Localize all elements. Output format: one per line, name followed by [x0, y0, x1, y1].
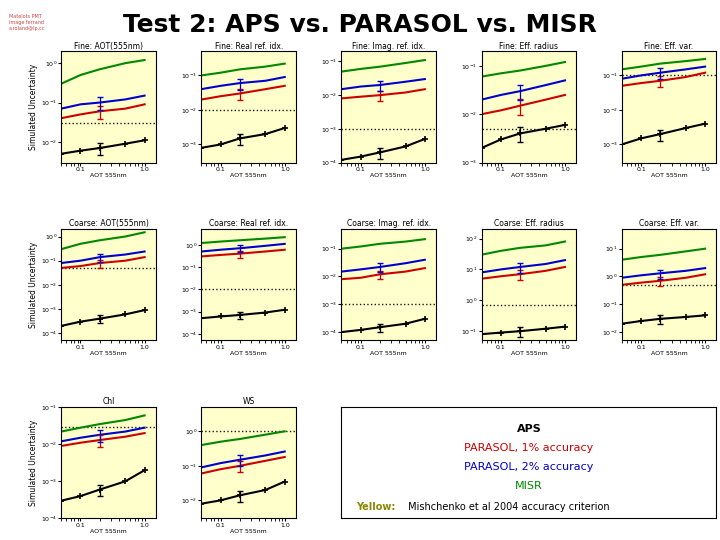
Title: Fine: Eff. var.: Fine: Eff. var.	[644, 42, 693, 51]
Text: Matelots PMT
image ferrand
a.roland@lp.cc: Matelots PMT image ferrand a.roland@lp.c…	[9, 14, 45, 31]
Title: Fine: Real ref. idx.: Fine: Real ref. idx.	[215, 42, 283, 51]
X-axis label: AOT 555nm: AOT 555nm	[651, 173, 688, 178]
Text: Mishchenko et al 2004 accuracy criterion: Mishchenko et al 2004 accuracy criterion	[405, 502, 610, 512]
X-axis label: AOT 555nm: AOT 555nm	[370, 351, 408, 356]
Text: PARASOL, 2% accuracy: PARASOL, 2% accuracy	[464, 462, 593, 472]
Text: Test 2: APS vs. PARASOL vs. MISR: Test 2: APS vs. PARASOL vs. MISR	[123, 14, 597, 37]
X-axis label: AOT 555nm: AOT 555nm	[370, 173, 408, 178]
Title: Fine: AOT(555nm): Fine: AOT(555nm)	[74, 42, 143, 51]
Title: Chl: Chl	[102, 397, 114, 407]
X-axis label: AOT 555nm: AOT 555nm	[510, 351, 547, 356]
X-axis label: AOT 555nm: AOT 555nm	[651, 351, 688, 356]
Title: Coarse: Eff. radius: Coarse: Eff. radius	[494, 219, 564, 228]
X-axis label: AOT 555nm: AOT 555nm	[230, 529, 267, 534]
Text: Yellow:: Yellow:	[356, 502, 396, 512]
Title: Coarse: Eff. var.: Coarse: Eff. var.	[639, 219, 699, 228]
Y-axis label: Simulated Uncertainty: Simulated Uncertainty	[30, 64, 38, 150]
Title: Coarse: Real ref. idx.: Coarse: Real ref. idx.	[209, 219, 288, 228]
Y-axis label: Simulated Uncertainty: Simulated Uncertainty	[29, 420, 38, 506]
Text: PARASOL, 1% accuracy: PARASOL, 1% accuracy	[464, 443, 593, 454]
Text: APS: APS	[516, 424, 541, 434]
X-axis label: AOT 555nm: AOT 555nm	[90, 529, 127, 534]
Text: MISR: MISR	[515, 481, 543, 491]
Title: Coarse: Imag. ref. idx.: Coarse: Imag. ref. idx.	[347, 219, 431, 228]
X-axis label: AOT 555nm: AOT 555nm	[510, 173, 547, 178]
X-axis label: AOT 555nm: AOT 555nm	[90, 351, 127, 356]
Title: Fine: Imag. ref. idx.: Fine: Imag. ref. idx.	[352, 42, 426, 51]
Title: WS: WS	[243, 397, 255, 407]
Title: Coarse: AOT(555nm): Coarse: AOT(555nm)	[68, 219, 148, 228]
Title: Fine: Eff. radius: Fine: Eff. radius	[500, 42, 559, 51]
X-axis label: AOT 555nm: AOT 555nm	[230, 173, 267, 178]
X-axis label: AOT 555nm: AOT 555nm	[90, 173, 127, 178]
Y-axis label: Simulated Uncertainty: Simulated Uncertainty	[29, 242, 38, 328]
X-axis label: AOT 555nm: AOT 555nm	[230, 351, 267, 356]
